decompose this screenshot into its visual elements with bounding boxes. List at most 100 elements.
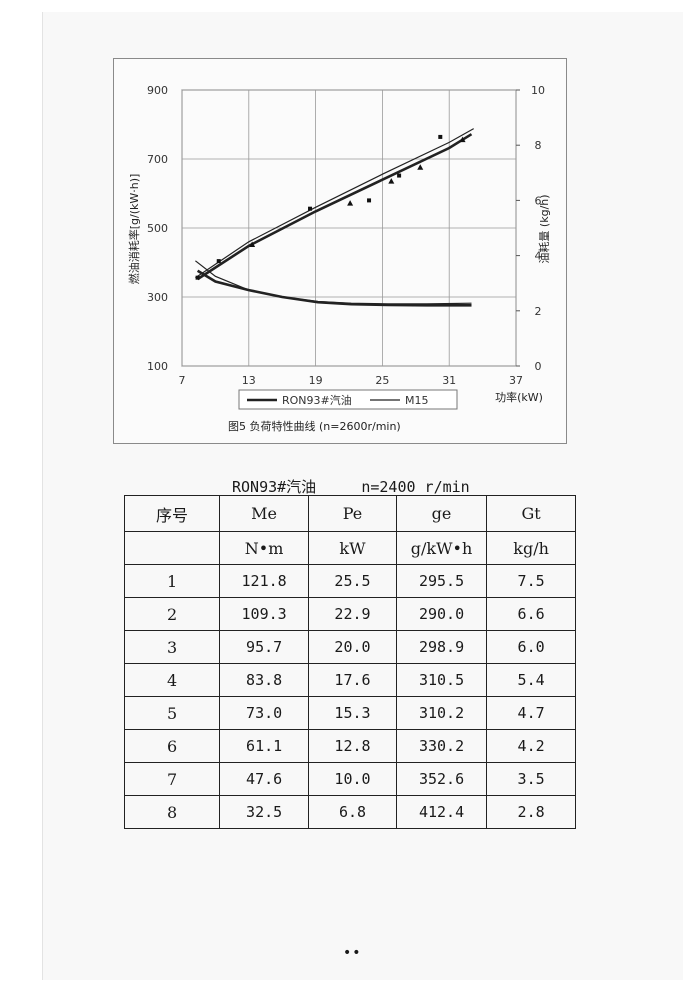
table-row: 6 61.1 12.8 330.2 4.2 bbox=[123, 729, 576, 763]
series-line bbox=[195, 260, 472, 305]
table-cell: 109.3 bbox=[219, 597, 310, 631]
table-cell: 352.6 bbox=[395, 762, 488, 796]
table-row: 5 73.0 15.3 310.2 4.7 bbox=[123, 696, 576, 730]
row-index-cell: 8 bbox=[123, 795, 221, 829]
table-cell: 61.1 bbox=[219, 729, 310, 763]
table-cell: 22.9 bbox=[308, 597, 397, 631]
unit-cell: kg/h bbox=[486, 531, 576, 565]
table-cell: 310.2 bbox=[395, 696, 488, 730]
x-tick-label: 19 bbox=[309, 374, 323, 387]
y-tick-label: 100 bbox=[147, 360, 168, 373]
x-tick-label: 25 bbox=[375, 374, 389, 387]
table-cell: 15.3 bbox=[308, 696, 397, 730]
y2-tick-label: 10 bbox=[531, 84, 545, 97]
table-cell: 10.0 bbox=[308, 762, 397, 796]
table-unit-row: N•m kW g/kW•h kg/h bbox=[123, 531, 576, 565]
page-mark: •• bbox=[343, 945, 362, 961]
header-cell: ge bbox=[395, 495, 488, 532]
y-tick-label: 300 bbox=[147, 291, 168, 304]
table-cell: 310.5 bbox=[395, 663, 488, 697]
table-cell: 412.4 bbox=[395, 795, 488, 829]
y2-tick-label: 6 bbox=[535, 194, 542, 207]
y-tick-label: 900 bbox=[147, 84, 168, 97]
table-cell: 7.5 bbox=[486, 564, 576, 598]
table-cell: 6.8 bbox=[308, 795, 397, 829]
data-point bbox=[459, 136, 466, 143]
table-cell: 330.2 bbox=[395, 729, 488, 763]
data-point bbox=[397, 173, 402, 178]
y2-tick-label: 4 bbox=[535, 250, 542, 263]
table-cell: 298.9 bbox=[395, 630, 488, 664]
table-body: 1 121.8 25.5 295.5 7.5 2 109.3 22.9 290.0 6.6 3 95.… bbox=[123, 564, 576, 829]
table-cell: 4.2 bbox=[486, 729, 576, 763]
data-point bbox=[438, 134, 443, 139]
table-row: 8 32.5 6.8 412.4 2.8 bbox=[123, 795, 576, 829]
row-index-cell: 4 bbox=[123, 663, 221, 697]
unit-cell: kW bbox=[308, 531, 397, 565]
table-cell: 4.7 bbox=[486, 696, 576, 730]
series-line bbox=[196, 269, 472, 307]
legend-label: M15 bbox=[405, 394, 429, 407]
header-cell: Gt bbox=[486, 495, 576, 532]
x-tick-label: 7 bbox=[179, 374, 186, 387]
y-axis-title: 燃油消耗率[g/(kW·h)] bbox=[127, 174, 141, 285]
table-row: 2 109.3 22.9 290.0 6.6 bbox=[123, 597, 576, 631]
data-point bbox=[347, 200, 354, 206]
unit-cell: N•m bbox=[219, 531, 310, 565]
row-index-cell: 1 bbox=[123, 564, 221, 598]
table-cell: 47.6 bbox=[219, 762, 310, 796]
row-index-cell: 6 bbox=[123, 729, 221, 763]
table-header-row: 序号 Me Pe ge Gt bbox=[123, 495, 576, 532]
y-tick-label: 500 bbox=[147, 222, 168, 235]
table-cell: 20.0 bbox=[308, 630, 397, 664]
table-cell: 121.8 bbox=[219, 564, 310, 598]
row-index-cell: 2 bbox=[123, 597, 221, 631]
series-line bbox=[195, 128, 474, 279]
header-cell: Pe bbox=[308, 495, 397, 532]
x-axis-title: 功率(kW) bbox=[495, 390, 543, 404]
table-row: 7 47.6 10.0 352.6 3.5 bbox=[123, 762, 576, 796]
y2-axis-title: 油耗量 (kg/h) bbox=[537, 194, 551, 263]
chart-caption: 图5 负荷特性曲线 (n=2600r/min) bbox=[228, 419, 401, 433]
table-cell: 3.5 bbox=[486, 762, 576, 796]
table-cell: 295.5 bbox=[395, 564, 488, 598]
data-point bbox=[195, 275, 200, 280]
row-index-cell: 7 bbox=[123, 762, 221, 796]
table-cell: 32.5 bbox=[219, 795, 310, 829]
table-cell: 6.6 bbox=[486, 597, 576, 631]
row-index-cell: 3 bbox=[123, 630, 221, 664]
table-row: 4 83.8 17.6 310.5 5.4 bbox=[123, 663, 576, 697]
y-tick-label: 700 bbox=[147, 153, 168, 166]
data-point bbox=[417, 164, 424, 170]
table-cell: 73.0 bbox=[219, 696, 310, 730]
table-row: 1 121.8 25.5 295.5 7.5 bbox=[123, 564, 576, 598]
series-line bbox=[196, 133, 473, 281]
legend-label: RON93#汽油 bbox=[282, 393, 352, 407]
x-tick-label: 37 bbox=[509, 374, 523, 387]
table-cell: 290.0 bbox=[395, 597, 488, 631]
data-point bbox=[367, 198, 372, 203]
load-characteristic-chart: 7 13 19 25 31 37 100 300 500 700 900 0 2 4 6 8 10 燃油消耗率[g… bbox=[113, 58, 567, 444]
table-cell: 6.0 bbox=[486, 630, 576, 664]
table-cell: 95.7 bbox=[219, 630, 310, 664]
row-index-cell: 5 bbox=[123, 696, 221, 730]
unit-cell: g/kW•h bbox=[395, 531, 488, 565]
data-point bbox=[249, 241, 256, 248]
table-cell: 83.8 bbox=[219, 663, 310, 697]
header-cell: Me bbox=[219, 495, 310, 532]
y2-tick-label: 2 bbox=[535, 305, 542, 318]
data-point bbox=[308, 206, 313, 211]
header-cell: 序号 bbox=[123, 495, 221, 532]
table-cell: 25.5 bbox=[308, 564, 397, 598]
chart-svg: 7 13 19 25 31 37 100 300 500 700 900 0 2 4 6 8 10 燃油消耗率[g… bbox=[127, 84, 551, 433]
data-table: 序号 Me Pe ge Gt N•m kW g/kW•h kg/h 1 121.8… bbox=[123, 495, 576, 829]
data-point bbox=[388, 178, 395, 184]
table-cell: 12.8 bbox=[308, 729, 397, 763]
table-row: 3 95.7 20.0 298.9 6.0 bbox=[123, 630, 576, 664]
y2-tick-label: 0 bbox=[535, 360, 542, 373]
unit-cell bbox=[123, 531, 221, 565]
data-point bbox=[216, 259, 221, 264]
x-tick-label: 31 bbox=[442, 374, 456, 387]
table-cell: 5.4 bbox=[486, 663, 576, 697]
legend-box bbox=[238, 389, 458, 410]
